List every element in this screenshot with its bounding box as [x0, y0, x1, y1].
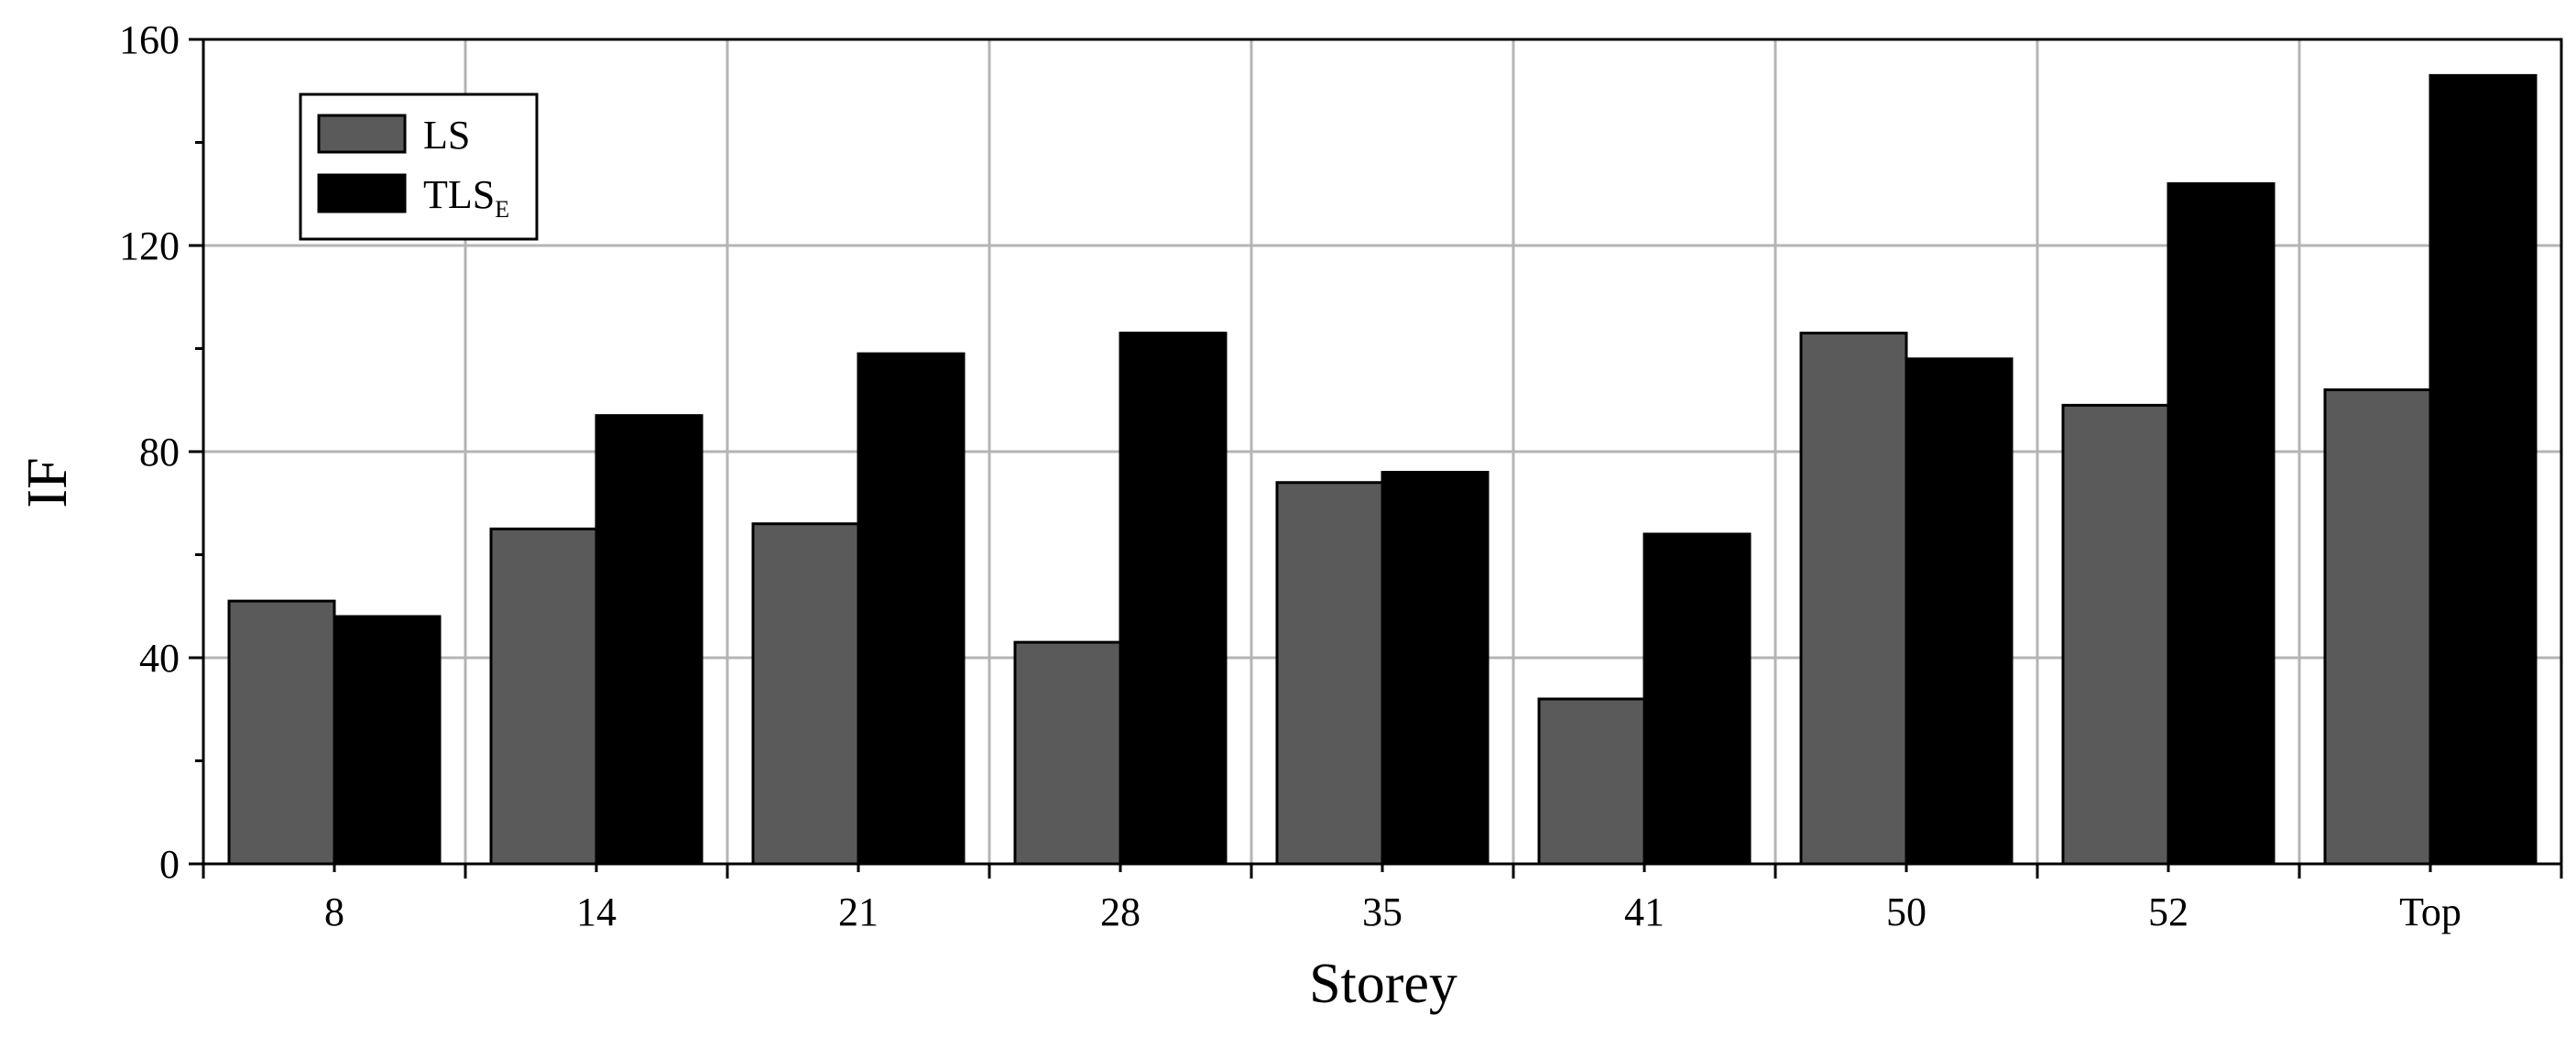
legend: LS TLSE — [299, 93, 539, 241]
legend-swatch-tls-e — [317, 173, 407, 213]
bar-series-group — [227, 73, 2538, 866]
bar-tls-e-14 — [595, 414, 704, 866]
legend-label-ls: LS — [423, 113, 470, 158]
bar-ls-top — [2323, 388, 2432, 866]
x-tick-label: 28 — [1100, 890, 1141, 934]
y-tick-label: 160 — [119, 17, 180, 62]
bar-tls-e-28 — [1119, 332, 1228, 866]
y-tick-label: 40 — [139, 636, 180, 681]
y-axis-ticks: 0 40 80 120 160 — [119, 17, 203, 887]
bar-ls-28 — [1013, 640, 1122, 866]
bar-tls-e-21 — [857, 352, 966, 866]
bar-tls-e-41 — [1643, 532, 1752, 866]
x-tick-label: 21 — [838, 890, 879, 934]
bar-ls-52 — [2061, 403, 2170, 866]
gridlines — [203, 38, 2561, 864]
bar-tls-e-top — [2429, 73, 2538, 866]
bar-tls-e-35 — [1381, 471, 1490, 866]
legend-label-tls-e-subscript: E — [495, 196, 509, 223]
bar-tls-e-8 — [333, 615, 442, 866]
y-tick-label: 0 — [159, 842, 180, 887]
bar-ls-21 — [751, 522, 860, 866]
bar-ls-41 — [1537, 697, 1646, 866]
legend-label-tls-e-main: TLS — [423, 172, 495, 217]
x-tick-label: 35 — [1362, 890, 1403, 934]
bar-ls-35 — [1275, 481, 1384, 866]
bar-ls-14 — [489, 527, 598, 866]
x-tick-label: 52 — [2148, 890, 2189, 934]
x-tick-label: 41 — [1624, 890, 1665, 934]
y-tick-label: 80 — [139, 430, 180, 475]
x-axis-title: Storey — [1309, 953, 1457, 1015]
y-tick-label: 120 — [119, 224, 180, 268]
y-axis-title: IF — [16, 457, 79, 508]
bar-tls-e-50 — [1905, 357, 2014, 866]
bar-ls-50 — [1799, 332, 1908, 866]
x-tick-label: Top — [2399, 890, 2461, 934]
legend-swatch-ls — [317, 114, 407, 154]
legend-label-tls-e: TLSE — [423, 172, 509, 223]
bar-tls-e-52 — [2167, 182, 2276, 866]
bar-ls-8 — [227, 599, 336, 866]
x-tick-label: 14 — [576, 890, 617, 934]
x-axis-ticks: 8 14 21 28 35 41 50 52 Top — [202, 864, 2563, 934]
x-tick-label: 50 — [1886, 890, 1927, 934]
x-tick-label: 8 — [324, 890, 344, 934]
